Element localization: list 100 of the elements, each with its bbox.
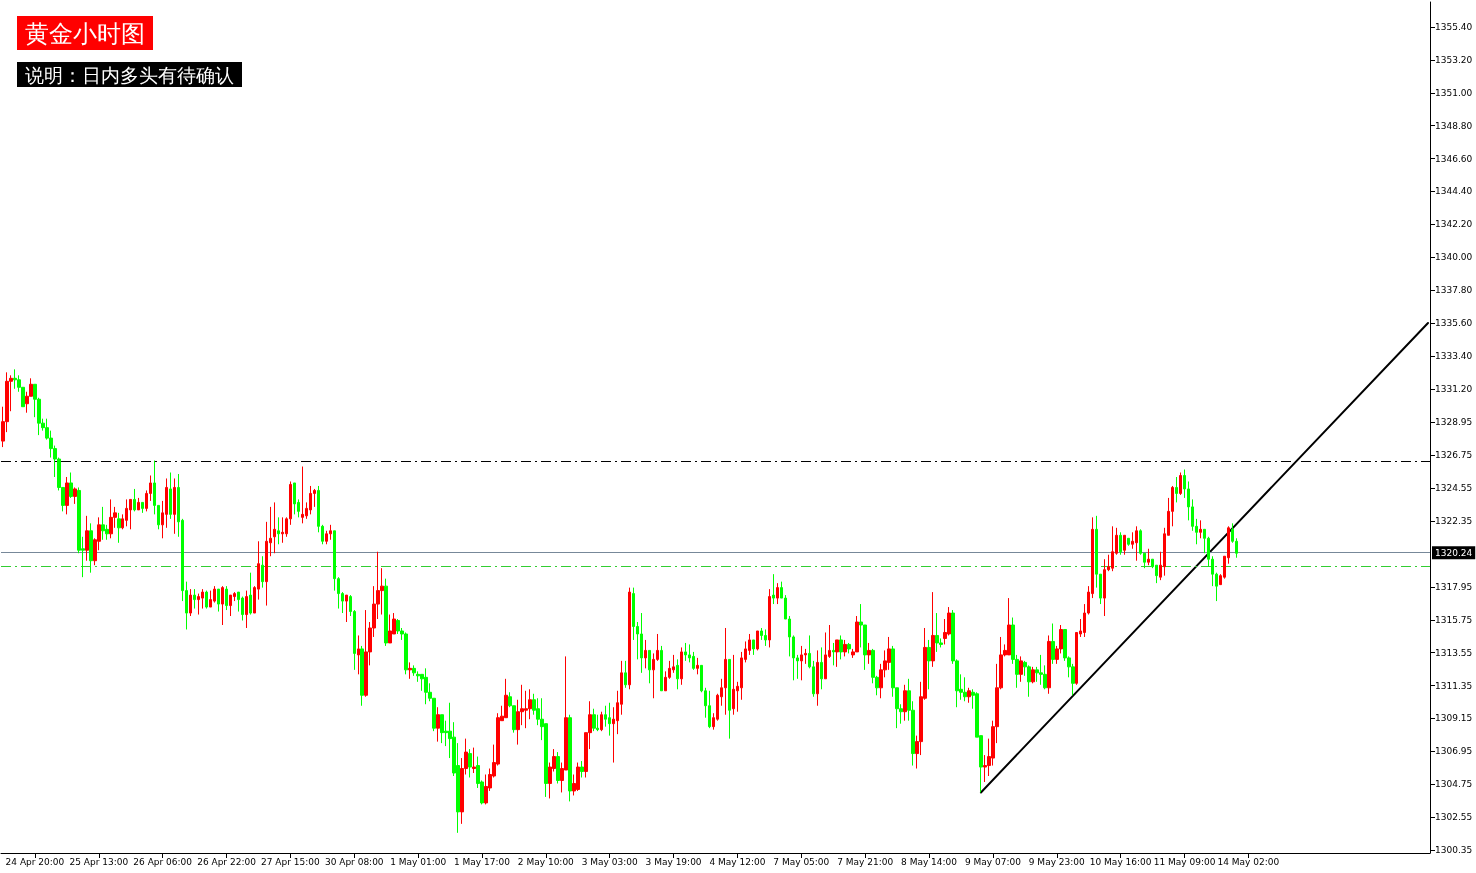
candlestick bbox=[357, 634, 360, 675]
candlestick bbox=[309, 485, 312, 515]
y-tick-label: 1355.40 bbox=[1435, 21, 1473, 32]
candlestick bbox=[752, 639, 755, 656]
candlestick bbox=[388, 614, 392, 644]
x-tick-label: 2 May 10:00 bbox=[517, 856, 575, 867]
candlestick bbox=[213, 585, 216, 604]
candlestick bbox=[648, 649, 651, 684]
y-tick-label: 1328.95 bbox=[1435, 417, 1473, 428]
candlestick bbox=[468, 748, 472, 778]
candlestick bbox=[101, 506, 105, 541]
candlestick bbox=[193, 588, 196, 610]
candlestick bbox=[169, 472, 172, 520]
x-tick-label: 14 May 02:00 bbox=[1217, 856, 1280, 867]
x-tick-label: 11 May 09:00 bbox=[1153, 856, 1216, 867]
candlestick bbox=[660, 645, 663, 692]
candlestick bbox=[217, 588, 220, 613]
y-tick-label: 1353.20 bbox=[1435, 54, 1473, 65]
candlestick bbox=[209, 590, 212, 608]
candlestick bbox=[293, 482, 296, 515]
candlestick bbox=[684, 642, 687, 662]
candlestick bbox=[73, 486, 77, 505]
candlestick bbox=[424, 667, 428, 705]
candlestick bbox=[832, 642, 835, 666]
candlestick bbox=[732, 654, 735, 716]
candlestick bbox=[436, 706, 440, 743]
y-tick-label: 1326.75 bbox=[1435, 450, 1473, 461]
candlestick bbox=[927, 639, 931, 690]
candlestick bbox=[301, 466, 304, 524]
candlestick bbox=[1039, 654, 1043, 686]
candlestick bbox=[1019, 655, 1023, 683]
candlestick bbox=[440, 714, 444, 744]
candlestick bbox=[764, 628, 767, 647]
candlestick bbox=[772, 573, 775, 605]
y-tick-label: 1317.95 bbox=[1435, 581, 1473, 592]
candlestick bbox=[273, 501, 276, 554]
candlestick bbox=[1199, 519, 1202, 539]
candlestick bbox=[847, 642, 851, 654]
x-tick-label: 24 Apr 20:00 bbox=[5, 856, 65, 867]
text: 说明：日内多头有待确认 bbox=[25, 63, 234, 86]
x-tick-label: 9 May 07:00 bbox=[964, 856, 1022, 867]
candlestick bbox=[963, 676, 967, 702]
y-tick-label: 1331.20 bbox=[1435, 383, 1473, 394]
candlestick bbox=[1103, 558, 1106, 617]
candlestick bbox=[624, 660, 627, 689]
candlestick bbox=[756, 630, 759, 651]
x-tick-label: 7 May 21:00 bbox=[837, 856, 894, 867]
candlestick bbox=[133, 488, 136, 512]
candlestick bbox=[580, 760, 584, 778]
candlestick bbox=[1135, 525, 1138, 562]
x-tick-label: 3 May 03:00 bbox=[581, 856, 638, 867]
candlestick bbox=[1175, 476, 1178, 503]
candlestick bbox=[125, 498, 128, 527]
candlestick bbox=[404, 631, 408, 675]
candlestick bbox=[592, 708, 596, 732]
x-tick-label: 4 May 12:00 bbox=[709, 856, 766, 867]
y-tick-label: 1311.35 bbox=[1435, 680, 1473, 691]
y-tick-label: 1333.40 bbox=[1435, 350, 1473, 361]
candlestick bbox=[109, 498, 113, 539]
candlestick bbox=[69, 472, 73, 499]
y-tick-label: 1322.35 bbox=[1435, 516, 1473, 527]
candlestick bbox=[221, 585, 224, 626]
candlestick bbox=[117, 512, 121, 544]
candlestick bbox=[261, 555, 264, 589]
candlestick bbox=[600, 711, 603, 732]
candlestick bbox=[835, 639, 839, 668]
y-tick-label: 1300.35 bbox=[1435, 845, 1473, 856]
candlestick bbox=[935, 612, 939, 653]
x-tick-label: 10 May 16:00 bbox=[1089, 856, 1152, 867]
candlestick bbox=[680, 646, 683, 686]
candlestick bbox=[141, 501, 144, 514]
x-tick-label: 1 May 17:00 bbox=[453, 856, 511, 867]
candlestick bbox=[360, 645, 364, 707]
x-tick-label: 30 Apr 08:00 bbox=[324, 856, 384, 867]
x-tick-label: 7 May 05:00 bbox=[773, 856, 830, 867]
candlestick bbox=[85, 515, 89, 562]
y-tick-label: 1306.95 bbox=[1435, 746, 1473, 757]
candlestick bbox=[867, 642, 871, 665]
candlestick bbox=[608, 702, 611, 737]
candlestick bbox=[839, 634, 843, 660]
x-tick-label: 9 May 23:00 bbox=[1028, 856, 1086, 867]
candlestick bbox=[800, 645, 803, 681]
y-tick-label: 1342.20 bbox=[1435, 219, 1473, 230]
candlestick bbox=[1127, 537, 1130, 547]
candlestick bbox=[776, 582, 779, 605]
x-tick-label: 26 Apr 06:00 bbox=[133, 856, 193, 867]
y-tick-label: 1324.55 bbox=[1435, 483, 1473, 494]
candlestick bbox=[640, 612, 643, 674]
candlestick bbox=[281, 516, 284, 544]
y-tick-label: 1302.55 bbox=[1435, 812, 1473, 823]
candlestick bbox=[245, 590, 248, 629]
candlestick bbox=[408, 661, 412, 680]
y-tick-label: 1315.75 bbox=[1435, 614, 1473, 625]
candlestick bbox=[137, 497, 140, 511]
candlestick bbox=[967, 687, 971, 704]
x-tick-label: 26 Apr 22:00 bbox=[197, 856, 257, 867]
candlestick bbox=[1047, 634, 1051, 695]
candlestick bbox=[329, 524, 332, 541]
x-tick-label: 25 Apr 13:00 bbox=[69, 856, 129, 867]
candlestick bbox=[628, 587, 631, 690]
